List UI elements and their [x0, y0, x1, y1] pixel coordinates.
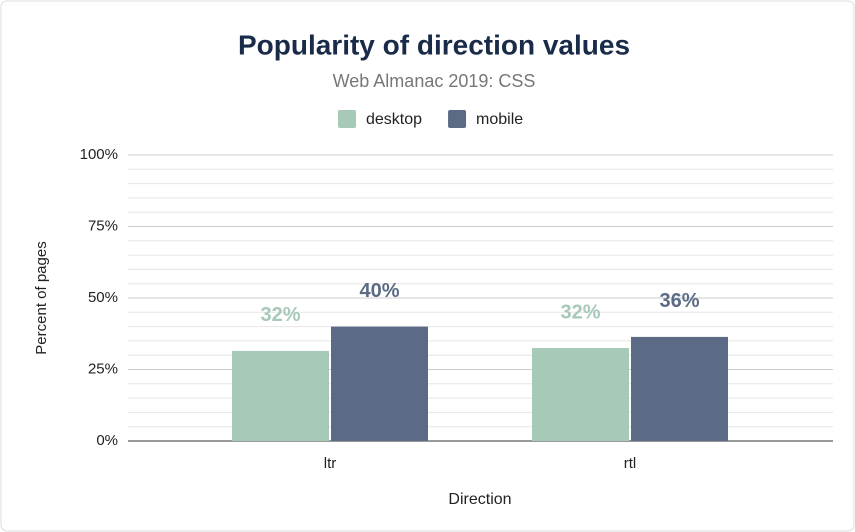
data-label: 36% [659, 290, 699, 312]
legend-swatch [338, 110, 356, 128]
y-tick-label: 100% [80, 146, 118, 163]
legend-swatch [448, 110, 467, 128]
y-tick-label: 50% [88, 289, 118, 306]
y-axis-title: Percent of pages [33, 241, 50, 354]
x-tick-label: ltr [324, 455, 337, 472]
y-tick-label: 25% [88, 360, 118, 377]
legend-label: mobile [476, 111, 523, 128]
chart-subtitle: Web Almanac 2019: CSS [333, 71, 536, 91]
y-tick-label: 0% [96, 432, 118, 449]
x-axis-title: Direction [448, 491, 511, 508]
bar [232, 350, 329, 441]
legend-label: desktop [366, 111, 422, 128]
chart-title: Popularity of direction values [238, 29, 630, 60]
bar [331, 326, 428, 441]
y-tick-label: 75% [88, 217, 118, 234]
data-label: 32% [560, 301, 600, 323]
bar [532, 348, 629, 441]
bar [631, 336, 728, 441]
data-label: 32% [260, 304, 300, 326]
x-tick-label: rtl [624, 455, 637, 472]
data-label: 40% [359, 280, 399, 302]
